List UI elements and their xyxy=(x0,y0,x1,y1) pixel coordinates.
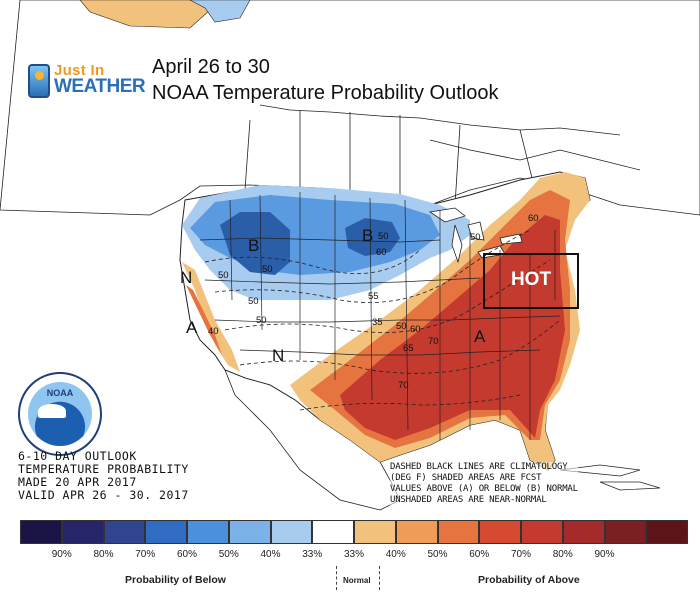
contour-label: 50 xyxy=(378,231,389,242)
noaa-logo-text: NOAA xyxy=(46,388,74,398)
brand-logo: Just In WEATHER xyxy=(28,62,148,102)
info-line: TEMPERATURE PROBABILITY xyxy=(18,462,189,476)
colorbar-swatch xyxy=(228,520,271,544)
note-line: UNSHADED AREAS ARE NEAR-NORMAL xyxy=(390,495,547,505)
title-outlook: NOAA Temperature Probability Outlook xyxy=(152,82,499,104)
colorbar-swatch xyxy=(604,520,647,544)
seabird-icon xyxy=(38,404,66,418)
note-line: (DEG F) SHADED AREAS ARE FCST xyxy=(390,473,542,483)
contour-label: 50 xyxy=(396,321,407,332)
label-b-central: B xyxy=(362,226,374,245)
great-lakes xyxy=(428,207,523,264)
state-borders xyxy=(199,192,561,440)
colorbar-swatch xyxy=(145,520,187,544)
legend-note: DASHED BLACK LINES ARE CLIMATOLOGY (DEG … xyxy=(390,462,578,506)
colorbar-tick-label: 50% xyxy=(218,549,239,560)
hot-callout-box: HOT xyxy=(483,253,579,309)
note-line: VALUES ABOVE (A) OR BELOW (B) NORMAL xyxy=(390,484,578,494)
contour-label: 70 xyxy=(428,336,439,347)
info-line: MADE 20 APR 2017 xyxy=(18,475,137,489)
colorbar-ticks: 90% 80% 70% 60% 50% 40% 33% 33% 40% 50% 60% 70% 80% 9… xyxy=(20,549,688,563)
colorbar-tick-label: 33% xyxy=(343,549,364,560)
hot-label: HOT xyxy=(510,269,552,290)
colorbar-swatch xyxy=(521,520,563,544)
contour-label: 55 xyxy=(368,291,379,302)
colorbar-swatch xyxy=(354,520,396,544)
colorbar-tick-label: 70% xyxy=(135,549,156,560)
title-dates: April 26 to 30 xyxy=(152,56,270,78)
contour-label: 60 xyxy=(410,324,421,335)
note-line: DASHED BLACK LINES ARE CLIMATOLOGY xyxy=(390,462,568,472)
caption-normal: Normal xyxy=(343,576,371,585)
colorbar-swatch xyxy=(187,520,229,544)
above-mid-west xyxy=(186,285,222,355)
contour-label: 50 xyxy=(248,296,259,307)
contour-label: 65 xyxy=(403,343,414,354)
colorbar-swatch xyxy=(437,520,480,544)
contour-label: 40 xyxy=(208,326,219,337)
label-b-west: B xyxy=(248,236,260,255)
province-borders xyxy=(244,104,641,206)
outlook-info: 6-10 DAY OUTLOOK TEMPERATURE PROBABILITY… xyxy=(18,450,189,502)
colorbar-tick-label: 40% xyxy=(260,549,281,560)
colorbar-tick-label: 50% xyxy=(427,549,448,560)
colorbar-swatch xyxy=(646,520,688,544)
colorbar-tick-label: 90% xyxy=(594,549,615,560)
info-line: 6-10 DAY OUTLOOK xyxy=(18,449,137,463)
contour-label: 50 xyxy=(470,232,481,243)
colorbar-swatch xyxy=(61,520,104,544)
contour-label: 50 xyxy=(218,270,229,281)
colorbar-tick-label: 90% xyxy=(51,549,72,560)
colorbar-tick-label: 33% xyxy=(302,549,323,560)
label-n-south: N xyxy=(272,346,285,365)
probability-colorbar xyxy=(20,520,688,544)
colorbar-tick-label: 80% xyxy=(552,549,573,560)
northern-below-area xyxy=(189,0,251,23)
outlook-map xyxy=(0,0,700,511)
label-a-southeast: A xyxy=(474,327,486,346)
label-a-west: A xyxy=(186,318,198,337)
normal-bracket xyxy=(336,566,380,590)
colorbar-tick-label: 60% xyxy=(469,549,490,560)
climatology-lines xyxy=(204,229,561,411)
contour-label: 35 xyxy=(372,317,383,328)
below-dark-area-west xyxy=(220,212,290,275)
contour-label: 50 xyxy=(262,264,273,275)
contour-label: 70 xyxy=(398,380,409,391)
contour-label: 60 xyxy=(376,247,387,258)
colorbar-swatch xyxy=(312,520,354,544)
colorbar-swatch xyxy=(562,520,605,544)
colorbar-swatch xyxy=(20,520,62,544)
colorbar-swatch xyxy=(103,520,146,544)
contour-label: 50 xyxy=(256,315,267,326)
caption-above: Probability of Above xyxy=(478,574,580,586)
colorbar-tick-label: 70% xyxy=(510,549,531,560)
colorbar-swatch xyxy=(270,520,313,544)
colorbar-tick-label: 60% xyxy=(176,549,197,560)
colorbar-tick-label: 80% xyxy=(93,549,114,560)
info-line: VALID APR 26 - 30. 2017 xyxy=(18,488,189,502)
brand-line2: WEATHER xyxy=(54,76,146,97)
above-light-west xyxy=(182,262,240,372)
colorbar-swatch xyxy=(479,520,521,544)
phone-icon xyxy=(28,64,50,98)
northern-above-area xyxy=(79,0,211,29)
colorbar-swatch xyxy=(395,520,438,544)
caribbean-islands xyxy=(559,464,661,491)
contour-label: 60 xyxy=(528,213,539,224)
label-n-west: N xyxy=(180,268,193,287)
below-dark-area-central xyxy=(345,218,400,256)
noaa-logo: NOAA xyxy=(18,372,102,456)
sun-icon xyxy=(35,71,44,80)
above-dark-east xyxy=(340,215,565,440)
brand-line1: Just In xyxy=(54,62,105,79)
colorbar-tick-label: 40% xyxy=(385,549,406,560)
caption-below: Probability of Below xyxy=(125,574,226,586)
